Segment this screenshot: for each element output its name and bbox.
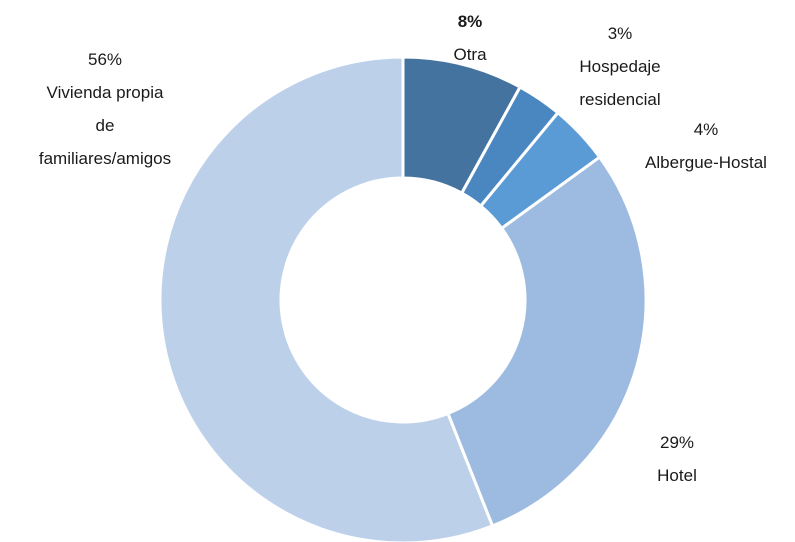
category-label: Hotel [657,466,697,485]
slice-label: 56% Vivienda propia de familiares/amigos [0,43,215,175]
slice-label: 3% Hospedaje residencial [510,17,730,116]
donut-slice [158,55,495,542]
slice-label: 29% Hotel [567,426,787,492]
slice-label: 4% Albergue-Hostal [596,113,795,179]
donut-slice [445,155,648,528]
value-label: 29% [659,433,695,452]
slice-label: 8% Otra [360,5,580,71]
category-label: Albergue-Hostal [645,153,767,172]
value-label: 56% [87,50,123,69]
value-label: 8% [457,12,483,31]
category-label: Vivienda propia de familiares/amigos [38,83,172,168]
category-label: Hospedaje residencial [579,57,661,109]
category-label: Otra [453,45,487,64]
value-label: 4% [693,120,719,139]
value-label: 3% [607,24,633,43]
